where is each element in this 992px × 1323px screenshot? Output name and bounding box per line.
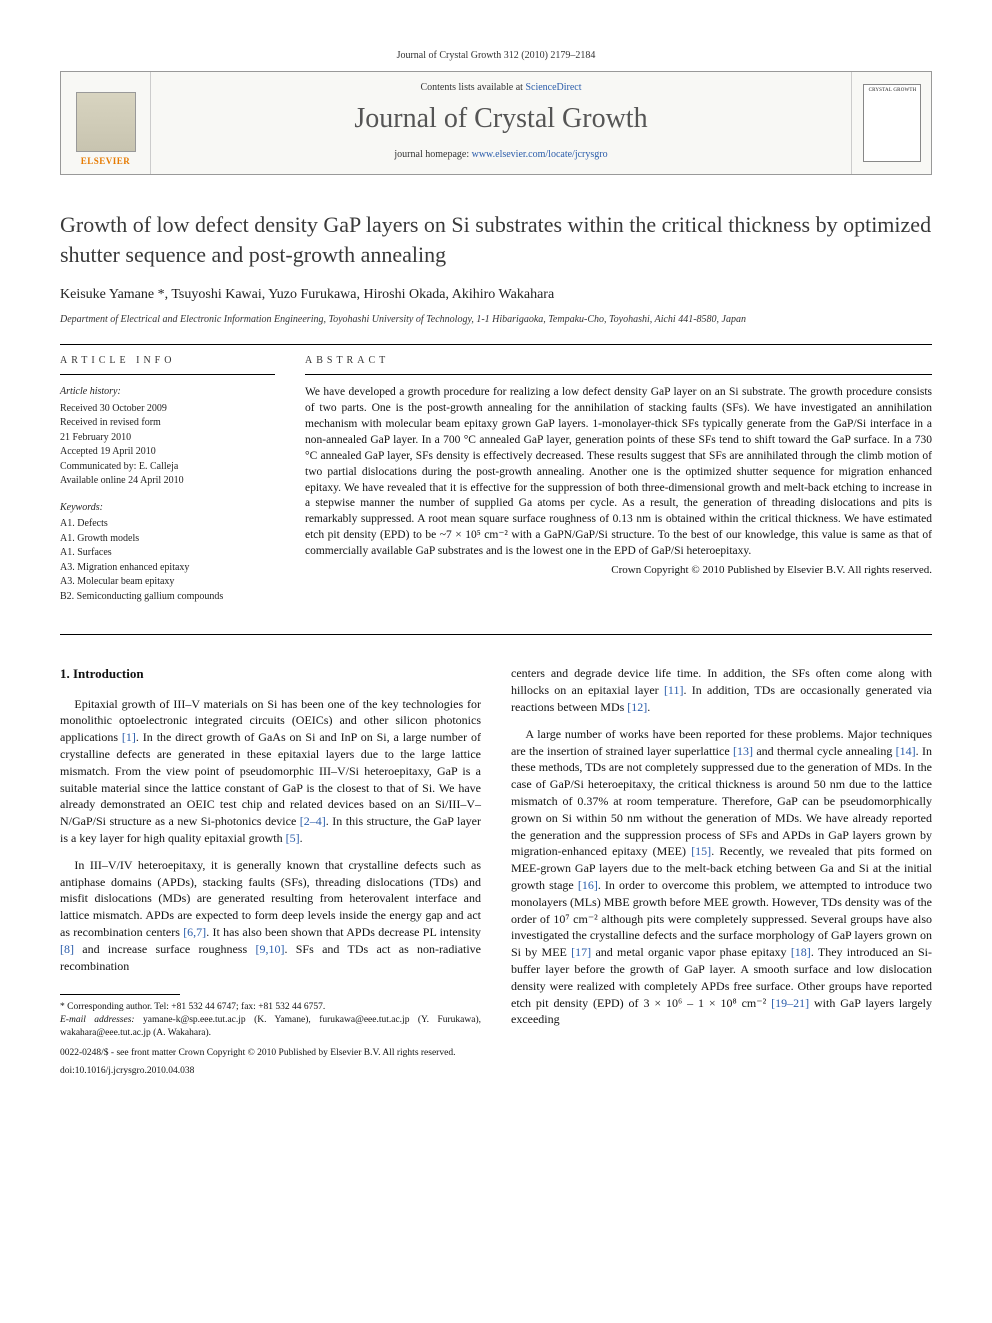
section-heading-introduction: 1. Introduction [60,665,481,683]
citation-ref[interactable]: [9,10] [255,942,284,956]
history-head: Article history: [60,385,275,400]
info-abstract-row: article info Article history: Received 3… [60,355,932,604]
rule-info [60,374,275,375]
email-addresses: E-mail addresses: yamane-k@sp.eee.tut.ac… [60,1014,481,1040]
citation-ref[interactable]: [2–4] [300,814,326,828]
affiliation: Department of Electrical and Electronic … [60,313,932,326]
citation-ref[interactable]: [13] [733,744,753,758]
citation-ref[interactable]: [8] [60,942,74,956]
elsevier-logo-cell: ELSEVIER [61,72,151,174]
history-line: Accepted 19 April 2010 [60,445,275,460]
homepage-line: journal homepage: www.elsevier.com/locat… [161,149,841,160]
citation-ref[interactable]: [12] [627,700,647,714]
rule-abs [305,374,932,375]
citation-ref[interactable]: [16] [578,878,598,892]
keywords-block: Keywords: A1. Defects A1. Growth models … [60,501,275,605]
journal-title: Journal of Crystal Growth [161,103,841,135]
emails-label: E-mail addresses: [60,1015,135,1025]
abstract-text: We have developed a growth procedure for… [305,385,932,559]
history-line: Available online 24 April 2010 [60,474,275,489]
citation-ref[interactable]: [18] [791,945,811,959]
homepage-url[interactable]: www.elsevier.com/locate/jcrysgro [472,149,608,160]
body-paragraph: In III–V/IV heteroepitaxy, it is general… [60,857,481,975]
citation-ref[interactable]: [11] [664,683,684,697]
citation-ref[interactable]: [15] [691,844,711,858]
body-paragraph: A large number of works have been report… [511,726,932,1028]
abstract-column: abstract We have developed a growth proc… [305,355,932,604]
cover-thumb-cell: CRYSTAL GROWTH [851,72,931,174]
citation-ref[interactable]: [1] [122,730,136,744]
doi-line: doi:10.1016/j.jcrysgro.2010.04.038 [60,1066,932,1076]
body-paragraph: Epitaxial growth of III–V materials on S… [60,696,481,847]
author-list: Keisuke Yamane *, Tsuyoshi Kawai, Yuzo F… [60,287,932,303]
front-matter-line: 0022-0248/$ - see front matter Crown Cop… [60,1048,932,1058]
page-root: Journal of Crystal Growth 312 (2010) 217… [0,0,992,1126]
keyword: A1. Defects [60,517,275,532]
homepage-prefix: journal homepage: [394,149,471,160]
citation-ref[interactable]: [17] [571,945,591,959]
history-line: 21 February 2010 [60,431,275,446]
journal-cover-icon: CRYSTAL GROWTH [863,84,921,162]
keyword: A3. Molecular beam epitaxy [60,575,275,590]
contents-prefix: Contents lists available at [420,82,525,93]
citation-ref[interactable]: [6,7] [183,925,206,939]
corresponding-author: * Corresponding author. Tel: +81 532 44 … [60,1001,481,1014]
elsevier-tree-icon [76,92,136,152]
journal-header-box: ELSEVIER Contents lists available at Sci… [60,71,932,175]
keywords-head: Keywords: [60,501,275,516]
body-columns: 1. Introduction Epitaxial growth of III–… [60,665,932,1039]
footnotes: * Corresponding author. Tel: +81 532 44 … [60,1001,481,1039]
elsevier-label: ELSEVIER [81,156,131,166]
article-info-label: article info [60,355,275,366]
abstract-label: abstract [305,355,932,366]
sciencedirect-link[interactable]: ScienceDirect [525,82,581,93]
article-title: Growth of low defect density GaP layers … [60,210,932,269]
citation-ref[interactable]: [14] [896,744,916,758]
article-history: Article history: Received 30 October 200… [60,385,275,489]
footnote-separator [60,994,180,995]
running-head: Journal of Crystal Growth 312 (2010) 217… [60,50,932,61]
citation-ref[interactable]: [19–21] [771,996,809,1010]
history-line: Received 30 October 2009 [60,402,275,417]
history-line: Received in revised form [60,416,275,431]
history-line: Communicated by: E. Calleja [60,460,275,475]
keyword: B2. Semiconducting gallium compounds [60,590,275,605]
contents-line: Contents lists available at ScienceDirec… [161,82,841,93]
keyword: A1. Surfaces [60,546,275,561]
copyright-line: Crown Copyright © 2010 Published by Else… [305,564,932,576]
body-paragraph: centers and degrade device life time. In… [511,665,932,715]
citation-ref[interactable]: [5] [286,831,300,845]
keyword: A3. Migration enhanced epitaxy [60,561,275,576]
keyword: A1. Growth models [60,532,275,547]
header-center: Contents lists available at ScienceDirec… [151,72,851,174]
rule-body [60,634,932,635]
article-info-column: article info Article history: Received 3… [60,355,275,604]
rule-top [60,344,932,345]
